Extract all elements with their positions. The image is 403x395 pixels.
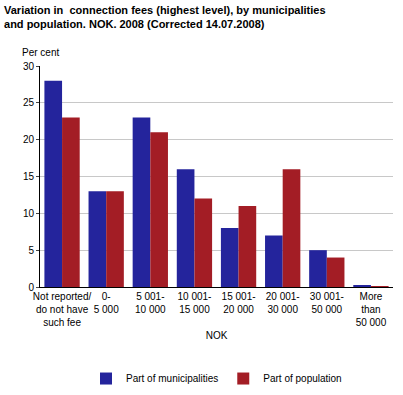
svg-text:NOK: NOK <box>206 330 228 341</box>
svg-text:0: 0 <box>28 282 34 293</box>
svg-text:5 001-10 000: 5 001-10 000 <box>135 291 166 315</box>
svg-text:15 001-20 000: 15 001-20 000 <box>222 291 256 315</box>
svg-text:Not reported/do not havesuch f: Not reported/do not havesuch fee <box>33 291 92 328</box>
svg-text:10: 10 <box>23 208 35 219</box>
svg-text:Morethan50 000: Morethan50 000 <box>356 291 387 328</box>
svg-text:Part of population: Part of population <box>263 373 341 384</box>
svg-text:15: 15 <box>23 171 35 182</box>
svg-text:Variation in connection fees: Variation in connection fees (highest le… <box>4 4 326 30</box>
svg-text:25: 25 <box>23 97 35 108</box>
svg-text:Part of municipalities: Part of municipalities <box>126 373 218 384</box>
svg-text:30 001-50 000: 30 001-50 000 <box>310 291 344 315</box>
svg-text:30: 30 <box>23 61 35 72</box>
svg-text:20: 20 <box>23 134 35 145</box>
svg-text:20 001-30 000: 20 001-30 000 <box>266 291 300 315</box>
svg-text:0-5 000: 0-5 000 <box>94 291 119 315</box>
svg-text:10 001-15 000: 10 001-15 000 <box>177 291 211 315</box>
svg-text:Per cent: Per cent <box>22 47 59 58</box>
svg-text:5: 5 <box>28 245 34 256</box>
